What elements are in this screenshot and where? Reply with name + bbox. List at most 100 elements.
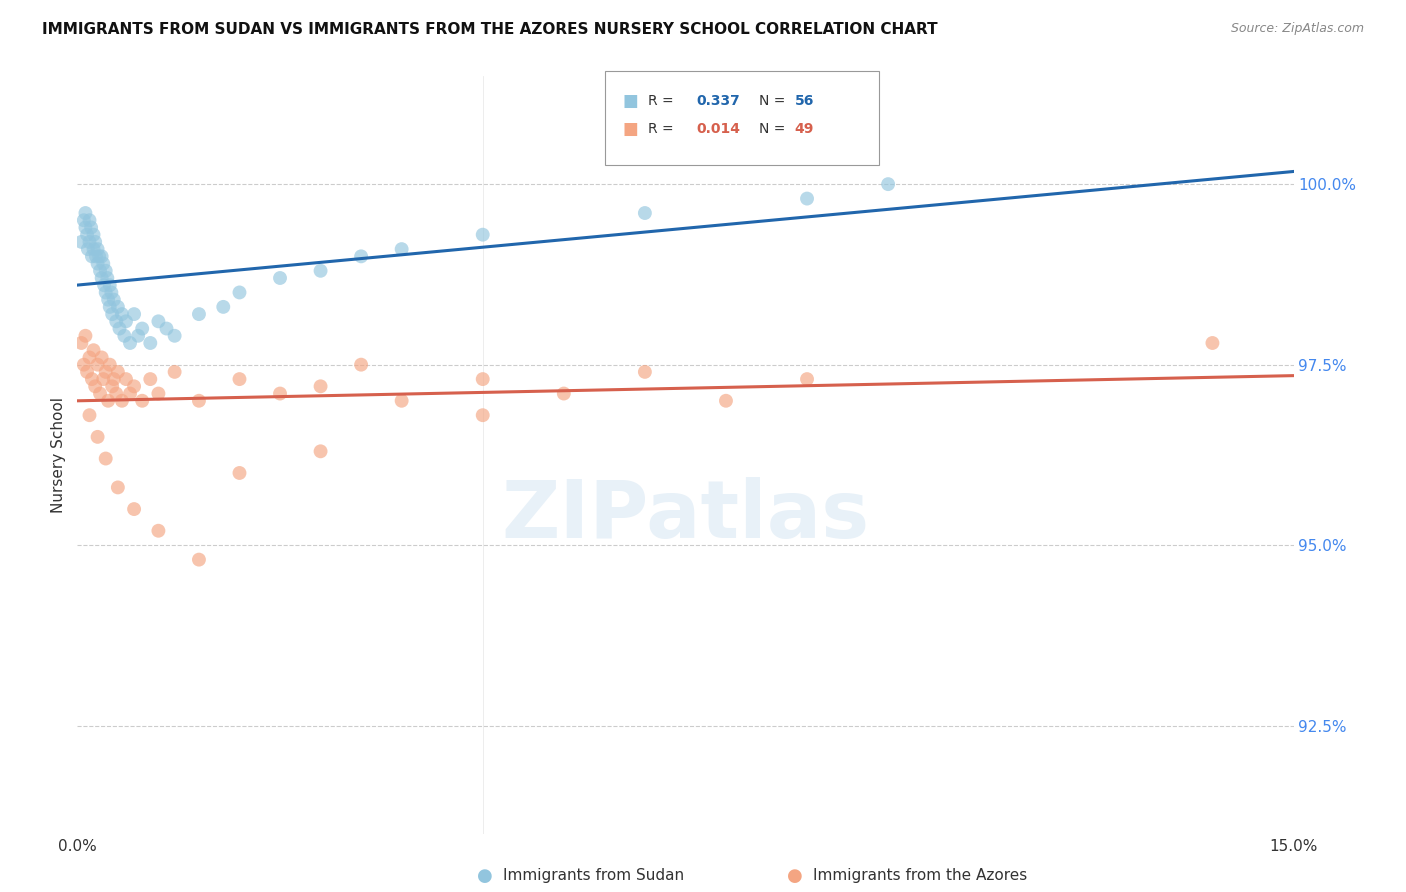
Point [84, 379, 107, 393]
Point [90, 351, 112, 365]
Point [107, 365, 129, 379]
Point [91, 372, 114, 386]
Point [98, 278, 121, 293]
Point [155, 321, 177, 335]
Point [471, 408, 494, 422]
Text: 0.014: 0.014 [696, 122, 740, 136]
Text: ●: ● [477, 867, 494, 885]
Point [96, 271, 118, 285]
Point [115, 314, 138, 328]
Point [76, 242, 98, 256]
Point [84, 249, 107, 263]
Point [79, 213, 101, 227]
Point [148, 386, 170, 401]
Point [553, 386, 575, 401]
Point [91, 256, 114, 270]
Point [86, 256, 108, 270]
Point [111, 393, 134, 408]
Point [309, 379, 332, 393]
Text: ■: ■ [623, 120, 638, 138]
Point [94, 451, 117, 466]
Text: N =: N = [759, 122, 790, 136]
Point [105, 314, 128, 328]
Point [98, 358, 121, 372]
Point [80, 372, 103, 386]
Point [89, 249, 111, 263]
Point [471, 372, 494, 386]
Point [634, 365, 657, 379]
Point [94, 365, 117, 379]
Point [97, 293, 120, 307]
Point [111, 307, 134, 321]
Text: Immigrants from the Azores: Immigrants from the Azores [813, 869, 1026, 883]
Text: 56: 56 [794, 94, 814, 108]
Point [139, 372, 162, 386]
Point [877, 177, 900, 191]
Text: ■: ■ [623, 92, 638, 110]
Point [471, 227, 494, 242]
Point [107, 300, 129, 314]
Point [79, 351, 101, 365]
Point [309, 264, 332, 278]
Point [122, 379, 145, 393]
Text: R =: R = [648, 122, 678, 136]
Point [188, 552, 211, 566]
Point [70, 336, 93, 351]
Point [118, 386, 141, 401]
Point [89, 264, 111, 278]
Point [115, 372, 138, 386]
Point [75, 220, 97, 235]
Point [148, 314, 170, 328]
Point [122, 307, 145, 321]
Point [80, 249, 103, 263]
Text: 0.337: 0.337 [696, 94, 740, 108]
Point [103, 372, 125, 386]
Point [127, 328, 149, 343]
Point [131, 393, 153, 408]
Text: Immigrants from Sudan: Immigrants from Sudan [503, 869, 685, 883]
Point [714, 393, 737, 408]
Point [73, 358, 96, 372]
Point [131, 321, 153, 335]
Point [139, 336, 162, 351]
Point [73, 213, 96, 227]
Text: ●: ● [786, 867, 803, 885]
Point [86, 242, 108, 256]
Point [76, 365, 98, 379]
Point [79, 235, 101, 249]
Point [79, 408, 101, 422]
Point [86, 430, 108, 444]
Point [228, 372, 250, 386]
Point [107, 480, 129, 494]
Point [391, 242, 413, 256]
Text: R =: R = [648, 94, 678, 108]
Point [101, 307, 124, 321]
Point [212, 300, 235, 314]
Point [108, 321, 131, 335]
Point [391, 393, 413, 408]
Point [269, 271, 291, 285]
Point [118, 336, 141, 351]
Point [86, 358, 108, 372]
Point [83, 343, 105, 358]
Point [634, 206, 657, 220]
Point [309, 444, 332, 458]
Point [94, 264, 117, 278]
Point [188, 393, 211, 408]
Point [84, 235, 107, 249]
Point [83, 242, 105, 256]
Point [75, 328, 97, 343]
Point [112, 328, 135, 343]
Point [98, 300, 121, 314]
Point [163, 328, 186, 343]
Point [94, 285, 117, 300]
Point [796, 192, 818, 206]
Text: Source: ZipAtlas.com: Source: ZipAtlas.com [1230, 22, 1364, 36]
Point [350, 249, 373, 263]
Point [100, 285, 122, 300]
Text: N =: N = [759, 94, 790, 108]
Point [148, 524, 170, 538]
Point [163, 365, 186, 379]
Point [70, 235, 93, 249]
Point [1201, 336, 1223, 351]
